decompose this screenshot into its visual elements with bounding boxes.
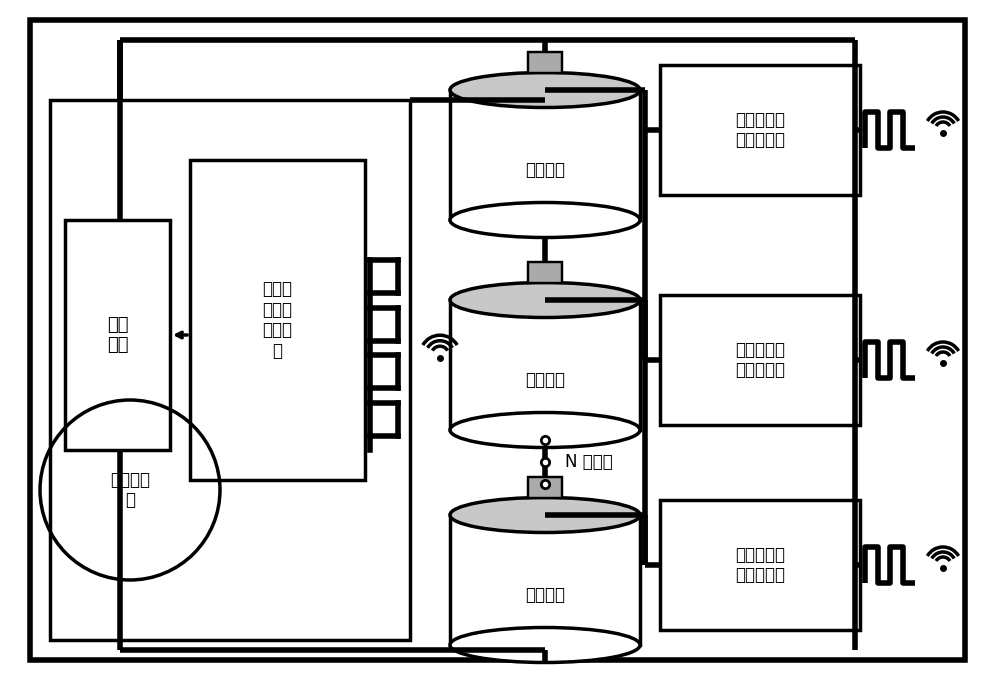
Text: 单体电池: 单体电池 [525, 371, 565, 389]
Bar [65, 220, 170, 450]
Bar [660, 295, 860, 425]
Text: N 节电池: N 节电池 [565, 453, 613, 471]
Bar [660, 65, 860, 195]
Text: 电池健康状
况检测模块: 电池健康状 况检测模块 [735, 340, 785, 380]
Text: 电池健康状
况检测模块: 电池健康状 况检测模块 [735, 546, 785, 584]
Text: 单体电池: 单体电池 [525, 161, 565, 179]
Bar [190, 160, 365, 480]
Ellipse shape [450, 498, 640, 532]
Ellipse shape [450, 283, 640, 317]
Text: 电池健康状
况检测模块: 电池健康状 况检测模块 [735, 111, 785, 149]
Text: 电池组负
载: 电池组负 载 [110, 471, 150, 509]
Ellipse shape [450, 628, 640, 662]
Bar [528, 477, 562, 498]
Bar [50, 100, 410, 640]
Text: 单体电池: 单体电池 [525, 586, 565, 604]
Ellipse shape [450, 412, 640, 447]
Bar [660, 500, 860, 630]
Text: 外部数
据接收
控制模
块: 外部数 据接收 控制模 块 [262, 280, 292, 360]
Ellipse shape [450, 203, 640, 237]
Bar [528, 262, 562, 283]
Text: 功率
开关: 功率 开关 [107, 315, 128, 355]
Bar [528, 52, 562, 73]
Ellipse shape [450, 73, 640, 108]
